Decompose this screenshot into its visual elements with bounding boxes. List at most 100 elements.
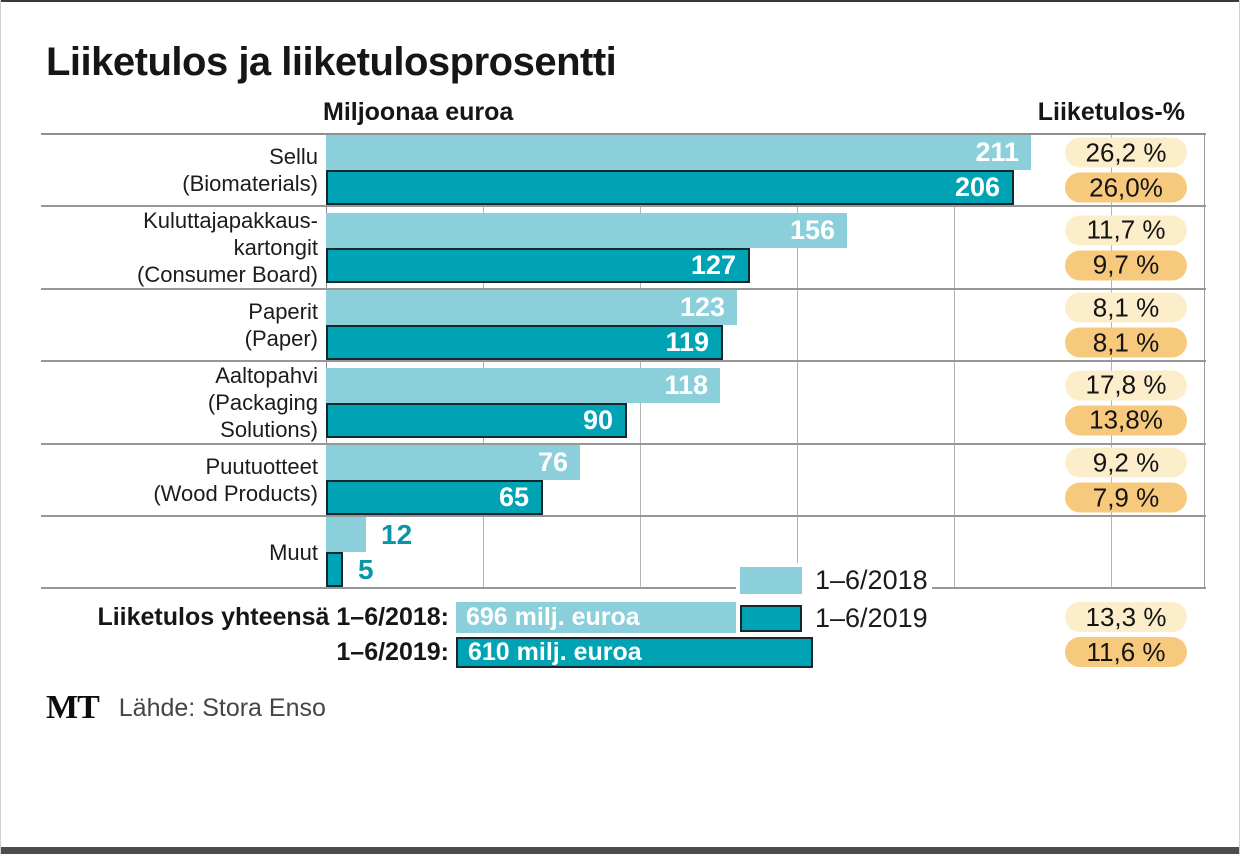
bar-value: 119 xyxy=(665,327,709,357)
bar-value: 76 xyxy=(537,447,568,477)
legend-item-2019: 1–6/2019 xyxy=(740,603,928,634)
bar-2019 xyxy=(326,552,343,587)
pct-badges: 9,2 % 7,9 % xyxy=(1065,447,1187,513)
pct-badge-2019: 7,9 % xyxy=(1065,482,1187,513)
category-label: Sellu (Biomaterials) xyxy=(41,135,326,205)
pct-badges: 8,1 % 8,1 % xyxy=(1065,292,1187,358)
pct-badge-2018: 26,2 % xyxy=(1065,137,1187,168)
top-border xyxy=(1,0,1239,2)
total-line-2018: Liiketulos yhteensä 1–6/2018: 696 milj. … xyxy=(41,600,1206,634)
mt-logo: MT xyxy=(46,689,100,726)
col-header-millions: Miljoonaa euroa xyxy=(323,98,514,126)
category-bars: 76 65 xyxy=(326,445,1206,515)
pct-badge-2019: 13,8% xyxy=(1065,405,1187,435)
bar-value: 118 xyxy=(664,369,708,400)
bar-value: 127 xyxy=(690,249,736,280)
category-label: Paperit (Paper) xyxy=(41,290,326,360)
bar-2018: 76 xyxy=(326,445,580,480)
gridline xyxy=(797,135,798,589)
bar-value: 123 xyxy=(679,292,725,322)
legend-swatch-2018 xyxy=(740,567,802,594)
category-row-muut: Muut 12 5 xyxy=(41,517,1206,589)
bar-2019: 90 xyxy=(326,402,627,438)
category-label-line: (Consumer Board) xyxy=(137,262,318,287)
category-label-line: Sellu xyxy=(269,144,318,169)
bar-2018: 118 xyxy=(326,367,720,403)
pct-badge-2019: 9,7 % xyxy=(1065,250,1187,280)
category-label-line: (Packaging xyxy=(207,390,318,415)
category-label: Muut xyxy=(41,517,326,587)
pct-badges: 17,8 % 13,8% xyxy=(1065,370,1187,435)
bar-2019: 127 xyxy=(326,247,750,283)
category-row-sellu: Sellu (Biomaterials) 211 206 26,2 % 26,0… xyxy=(41,135,1206,207)
pct-badge-2018: 9,2 % xyxy=(1065,447,1187,478)
bar-2019: 119 xyxy=(326,325,723,360)
bar-2018: 156 xyxy=(326,212,847,248)
pct-badge-2019: 8,1 % xyxy=(1065,327,1187,358)
category-bars: 12 5 xyxy=(326,517,1206,587)
category-label: Puutuotteet (Wood Products) xyxy=(41,445,326,515)
category-label: Kuluttajapakkaus- kartongit (Consumer Bo… xyxy=(41,207,326,288)
total-pct-badge-2018: 13,3 % xyxy=(1065,602,1187,632)
gridline xyxy=(954,135,955,589)
category-label-line: Puutuotteet xyxy=(205,454,318,479)
category-bars: 118 90 xyxy=(326,362,1206,443)
pct-badge-2018: 8,1 % xyxy=(1065,292,1187,323)
bar-value-outside: 12 xyxy=(381,518,413,550)
gridline xyxy=(483,135,484,589)
bar-value: 211 xyxy=(975,137,1019,167)
pct-badge-2018: 17,8 % xyxy=(1065,370,1187,400)
source-text: Lähde: Stora Enso xyxy=(118,693,326,722)
bar-value: 90 xyxy=(582,404,613,435)
legend-label-2019: 1–6/2019 xyxy=(815,603,928,633)
bottom-border xyxy=(1,847,1239,854)
category-label-line: (Biomaterials) xyxy=(182,171,318,196)
bar-2019: 206 xyxy=(326,170,1014,205)
col-header-percent: Liiketulos-% xyxy=(1037,98,1185,126)
page-title: Liiketulos ja liiketulosprosentti xyxy=(46,40,617,84)
bar-value: 156 xyxy=(789,214,835,245)
legend-label-2018: 1–6/2018 xyxy=(815,565,928,595)
total-bar-2019: 610 milj. euroa xyxy=(456,636,813,668)
total-label-2019: 1–6/2019: xyxy=(336,637,449,666)
footer: MT Lähde: Stora Enso xyxy=(46,689,1239,727)
total-pct-badge-2019: 11,6 % xyxy=(1065,637,1187,667)
category-label-line: kartongit xyxy=(233,235,318,260)
category-row-paperit: Paperit (Paper) 123 119 8,1 % 8,1 % xyxy=(41,290,1206,362)
category-row-aaltopahvi: Aaltopahvi (Packaging Solutions) 118 90 … xyxy=(41,362,1206,445)
category-label-line: Solutions) xyxy=(220,417,318,442)
legend-swatch-2019 xyxy=(740,605,802,632)
category-bars: 156 127 xyxy=(326,207,1206,288)
category-label-line: (Wood Products) xyxy=(153,481,318,506)
category-row-consumer-board: Kuluttajapakkaus- kartongit (Consumer Bo… xyxy=(41,207,1206,290)
category-label: Aaltopahvi (Packaging Solutions) xyxy=(41,362,326,443)
total-line-2019: 1–6/2019: 610 milj. euroa 11,6 % xyxy=(41,635,1206,669)
category-row-puutuotteet: Puutuotteet (Wood Products) 76 65 9,2 % … xyxy=(41,445,1206,517)
bar-value: 206 xyxy=(954,172,1000,202)
pct-badge-2019: 26,0% xyxy=(1065,172,1187,203)
bar-value-outside: 5 xyxy=(358,553,374,585)
pct-badges: 26,2 % 26,0% xyxy=(1065,137,1187,203)
category-label-line: Aaltopahvi xyxy=(215,363,318,388)
bar-2019: 65 xyxy=(326,480,543,515)
category-label-line: (Paper) xyxy=(244,326,318,351)
bar-2018: 211 xyxy=(326,135,1031,170)
gridline xyxy=(1111,135,1112,589)
bar-2018: 123 xyxy=(326,290,737,325)
category-label-line: Kuluttajapakkaus- xyxy=(143,208,318,233)
legend-item-2018: 1–6/2018 xyxy=(740,565,928,596)
bar-2018 xyxy=(326,517,366,552)
category-bars: 123 119 xyxy=(326,290,1206,360)
total-bar-text-2018: 696 milj. euroa xyxy=(466,602,640,631)
total-bar-text-2019: 610 milj. euroa xyxy=(468,637,642,666)
pct-badges: 11,7 % 9,7 % xyxy=(1065,215,1187,280)
category-label-line: Muut xyxy=(269,539,318,565)
category-bars: 211 206 xyxy=(326,135,1206,205)
bar-value: 65 xyxy=(498,482,529,512)
gridline xyxy=(640,135,641,589)
chart-header: Liiketulos ja liiketulosprosentti Miljoo… xyxy=(1,0,1239,133)
category-label-line: Paperit xyxy=(248,299,318,324)
pct-badge-2018: 11,7 % xyxy=(1065,215,1187,245)
chart-plot-area: Sellu (Biomaterials) 211 206 26,2 % 26,0… xyxy=(41,133,1206,636)
total-label-2018: Liiketulos yhteensä 1–6/2018: xyxy=(97,602,449,631)
